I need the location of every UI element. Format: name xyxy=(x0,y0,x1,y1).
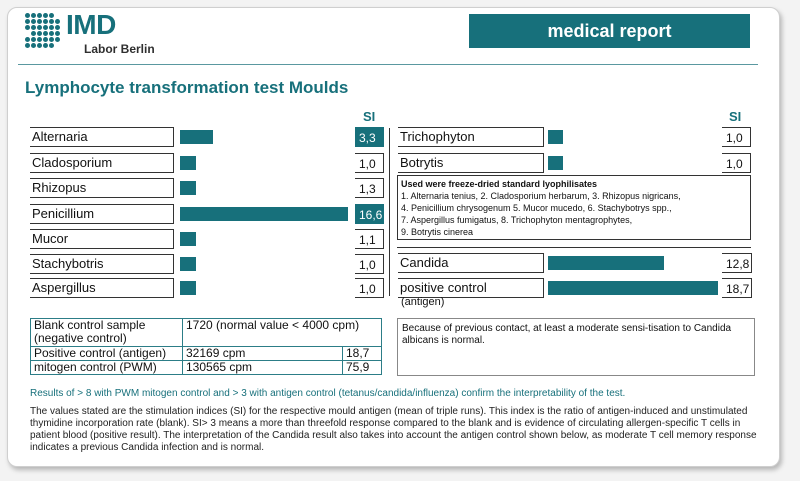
si-bar xyxy=(180,281,196,295)
allergen-name: Alternaria xyxy=(30,127,174,147)
si-value: 1,0 xyxy=(355,153,384,173)
si-value: 1,3 xyxy=(355,178,384,198)
si-bar xyxy=(548,256,665,270)
si-value: 1,0 xyxy=(722,153,751,173)
logo-dot xyxy=(55,37,60,42)
allergen-name: Stachybotris xyxy=(30,254,174,274)
si-value: 1,0 xyxy=(722,127,751,147)
control-label: Blank control sample (negative control) xyxy=(30,318,183,347)
logo-dot xyxy=(55,31,60,36)
logo-dot xyxy=(31,31,36,36)
si-bar xyxy=(180,156,196,170)
logo-dot xyxy=(43,31,48,36)
allergen-name: Botrytis xyxy=(398,153,544,173)
control-value: 130565 cpm xyxy=(182,360,343,375)
explanation-text: The values stated are the stimulation in… xyxy=(30,406,757,453)
allergen-name: Cladosporium xyxy=(30,153,174,173)
si-value: 12,8 xyxy=(722,253,752,273)
control-si: 75,9 xyxy=(342,360,382,375)
logo-dot xyxy=(43,13,48,18)
logo-dot xyxy=(49,25,54,30)
logo-dot xyxy=(49,19,54,24)
control-label: mitogen control (PWM) xyxy=(30,360,183,375)
logo-dot xyxy=(37,25,42,30)
report-card xyxy=(7,7,780,467)
logo-dot xyxy=(55,25,60,30)
logo-dot xyxy=(37,43,42,48)
allergen-name: Mucor xyxy=(30,229,174,249)
si-value: 1,0 xyxy=(355,278,384,298)
si-bar xyxy=(548,156,563,170)
logo-dot xyxy=(31,43,36,48)
control-si: 18,7 xyxy=(342,346,382,361)
table-row: Blank control sample (negative control) … xyxy=(30,318,382,347)
positive-control-sublabel: (antigen) xyxy=(401,296,445,308)
si-bar xyxy=(180,207,348,221)
logo-dot xyxy=(37,19,42,24)
logo-dot xyxy=(43,25,48,30)
control-value: 1720 (normal value < 4000 cpm) xyxy=(182,318,382,347)
logo-dot xyxy=(31,19,36,24)
allergen-name: Trichophyton xyxy=(398,127,544,147)
logo-dot xyxy=(25,37,30,42)
si-value: 3,3 xyxy=(355,127,384,147)
logo-dot xyxy=(49,31,54,36)
si-bar xyxy=(548,281,718,295)
si-value: 1,1 xyxy=(355,229,384,249)
imd-logo-icon xyxy=(25,13,61,49)
si-bar xyxy=(180,130,214,144)
report-type-badge: medical report xyxy=(469,14,750,48)
table-row: Positive control (antigen) 32169 cpm 18,… xyxy=(30,346,382,361)
logo-dot xyxy=(49,37,54,42)
si-column-header-left: SI xyxy=(363,109,376,124)
logo-dot xyxy=(25,19,30,24)
logo-dot xyxy=(25,43,30,48)
logo-dot xyxy=(37,31,42,36)
logo-text: IMD xyxy=(66,9,116,40)
logo-dot xyxy=(37,13,42,18)
logo-dot xyxy=(31,25,36,30)
si-bar xyxy=(548,130,563,144)
lyophilisates-line: 1. Alternaria tenius, 2. Cladosporium he… xyxy=(401,191,681,201)
lyophilisates-line: 9. Botrytis cinerea xyxy=(401,227,474,237)
header-divider xyxy=(18,64,758,65)
section-divider xyxy=(397,247,751,248)
logo-dot xyxy=(55,19,60,24)
logo-dot xyxy=(49,13,54,18)
allergen-name: Aspergillus xyxy=(30,278,174,298)
interpretability-note: Results of > 8 with PWM mitogen control … xyxy=(30,388,626,399)
lyophilisates-title: Used were freeze-dried standard lyophili… xyxy=(401,179,598,189)
logo-dot xyxy=(31,37,36,42)
lyophilisates-line: 7. Aspergillus fumigatus, 8. Trichophyto… xyxy=(401,215,633,225)
logo-dot xyxy=(43,43,48,48)
allergen-name: Rhizopus xyxy=(30,178,174,198)
si-bar xyxy=(180,257,196,271)
si-value: 16,6 xyxy=(355,204,384,224)
page-title: Lymphocyte transformation test Moulds xyxy=(25,78,349,97)
column-divider xyxy=(389,128,390,296)
control-label: Positive control (antigen) xyxy=(30,346,183,361)
allergen-name: positive control xyxy=(398,278,544,298)
table-row: mitogen control (PWM) 130565 cpm 75,9 xyxy=(30,360,382,375)
logo-subtitle: Labor Berlin xyxy=(84,42,155,56)
si-value: 18,7 xyxy=(722,278,752,298)
logo-dot xyxy=(25,13,30,18)
logo-dot xyxy=(25,25,30,30)
si-column-header-right: SI xyxy=(729,109,742,124)
controls-table: Blank control sample (negative control) … xyxy=(30,318,382,375)
logo-dot xyxy=(31,13,36,18)
candida-note: Because of previous contact, at least a … xyxy=(397,318,755,376)
si-value: 1,0 xyxy=(355,254,384,274)
logo-dot xyxy=(37,37,42,42)
control-value: 32169 cpm xyxy=(182,346,343,361)
si-bar xyxy=(180,232,196,246)
logo-dot xyxy=(43,37,48,42)
allergen-name: Penicillium xyxy=(30,204,174,224)
si-bar xyxy=(180,181,196,195)
lyophilisates-info-box: Used were freeze-dried standard lyophili… xyxy=(397,175,751,240)
logo-dot xyxy=(43,19,48,24)
allergen-name: Candida xyxy=(398,253,544,273)
logo-dot xyxy=(49,43,54,48)
lyophilisates-line: 4. Penicillium chrysogenum 5. Mucor muce… xyxy=(401,203,672,213)
